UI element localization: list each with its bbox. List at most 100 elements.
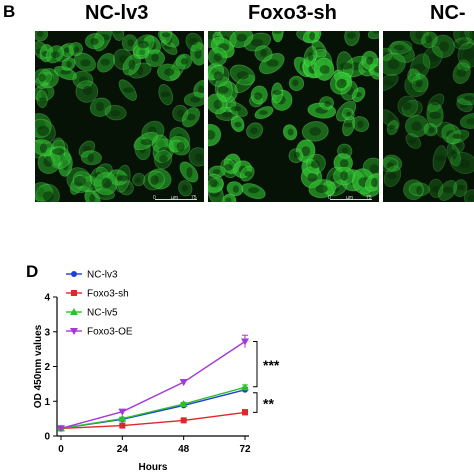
cell-nucleus	[416, 185, 423, 195]
data-point	[179, 400, 188, 408]
legend-entry: Foxo3-OE	[66, 327, 133, 338]
data-point	[118, 408, 127, 416]
cell-nucleus	[293, 151, 300, 159]
cell-nucleus	[158, 146, 170, 156]
cell-nucleus	[195, 153, 204, 162]
cell-nucleus	[315, 184, 328, 193]
cell-nucleus	[110, 110, 121, 117]
cell-nucleus	[45, 74, 54, 84]
data-point	[70, 308, 78, 315]
cell-nucleus	[428, 127, 435, 134]
cell-nucleus	[371, 177, 378, 188]
cell-nucleus	[250, 127, 258, 134]
cell-nucleus	[309, 127, 321, 136]
cell-nucleus	[73, 175, 86, 187]
cell-nucleus	[307, 52, 314, 62]
cell-nucleus	[82, 85, 93, 96]
legend-entry: Foxo3-sh	[66, 289, 129, 300]
cell-nucleus	[254, 92, 263, 100]
cell-nucleus	[185, 113, 196, 121]
bracket-sh-vs-nc: **	[253, 392, 274, 413]
cell-nucleus	[439, 41, 450, 52]
cell-nucleus	[429, 111, 441, 120]
cell-nucleus	[343, 122, 353, 128]
x-axis-label: Hours	[139, 462, 168, 473]
cell-nucleus	[408, 138, 417, 144]
cell-nucleus	[208, 130, 216, 140]
y-tick-label: 4	[44, 293, 50, 304]
cell-nucleus	[164, 68, 175, 76]
cell-nucleus	[238, 80, 250, 86]
cell-nucleus	[123, 184, 131, 191]
cell-nucleus	[101, 178, 113, 188]
cell-nucleus	[180, 58, 188, 65]
cell-nucleus	[234, 121, 242, 128]
cell-nucleus	[38, 73, 46, 82]
cell-nucleus	[57, 142, 64, 150]
cell-nucleus	[248, 187, 260, 194]
cell-nucleus	[458, 40, 468, 46]
cell-nucleus	[415, 31, 424, 40]
cell-nucleus	[43, 156, 54, 167]
panel-b-letter: B	[3, 2, 16, 21]
cell-nucleus	[150, 175, 159, 185]
cell-nucleus	[37, 31, 44, 37]
scale-zero: 0	[328, 195, 331, 201]
cell-nucleus	[466, 118, 474, 125]
cell-nucleus	[301, 146, 311, 157]
cell-nucleus	[386, 162, 395, 169]
significance-label: ***	[263, 357, 280, 373]
cell-nucleus	[137, 40, 149, 49]
cell-nucleus	[161, 32, 170, 38]
cell-nucleus	[372, 31, 379, 34]
cell-nucleus	[415, 79, 423, 88]
cell-nucleus	[160, 91, 171, 98]
cell-nucleus	[190, 96, 201, 103]
cell-nucleus	[347, 32, 356, 39]
cell-nucleus	[388, 124, 395, 130]
cell-nucleus	[469, 31, 474, 40]
cell-nucleus	[468, 194, 474, 202]
cell-nucleus	[51, 51, 60, 58]
cell-nucleus	[52, 148, 65, 155]
cell-nucleus	[463, 49, 474, 60]
cell-nucleus	[213, 71, 224, 81]
cell-nucleus	[210, 190, 221, 198]
panel-d-letter: D	[26, 262, 39, 281]
micrograph-nc-lv3: 0 µm 75	[35, 31, 204, 202]
cell-nucleus	[223, 164, 233, 171]
significance-label: **	[263, 396, 274, 412]
cell-nucleus	[54, 152, 65, 163]
legend-label: Foxo3-OE	[87, 327, 133, 338]
cell-nucleus	[116, 175, 130, 182]
cell-nucleus	[456, 69, 467, 77]
cell-nucleus	[357, 120, 364, 128]
data-point	[180, 417, 187, 424]
cell-nucleus	[413, 63, 426, 72]
cell-nucleus	[135, 177, 141, 183]
legend-label: NC-lv5	[87, 308, 118, 319]
cell-nucleus	[189, 38, 198, 45]
cell-nucleus	[66, 61, 72, 68]
data-point	[119, 422, 126, 429]
bracket-line	[253, 392, 258, 413]
cell-nucleus	[387, 172, 397, 180]
data-point	[57, 425, 65, 433]
cell-nucleus	[309, 31, 316, 41]
cell-nucleus	[232, 185, 239, 193]
cell-nucleus	[113, 31, 122, 34]
cell-nucleus	[387, 59, 400, 70]
x-tick-label: 72	[239, 444, 251, 455]
cell-nucleus	[79, 76, 88, 85]
data-point	[118, 414, 127, 422]
cell-nucleus	[230, 106, 242, 112]
cell-nucleus	[212, 169, 221, 175]
scale-bar	[330, 199, 372, 200]
micrograph-nc-cut	[383, 31, 474, 202]
cell-nucleus	[287, 128, 294, 136]
series-line	[60, 340, 246, 430]
cell-nucleus	[128, 59, 136, 70]
cell-nucleus	[458, 159, 470, 169]
x-tick-label: 24	[117, 444, 129, 455]
cell-nucleus	[62, 159, 69, 171]
